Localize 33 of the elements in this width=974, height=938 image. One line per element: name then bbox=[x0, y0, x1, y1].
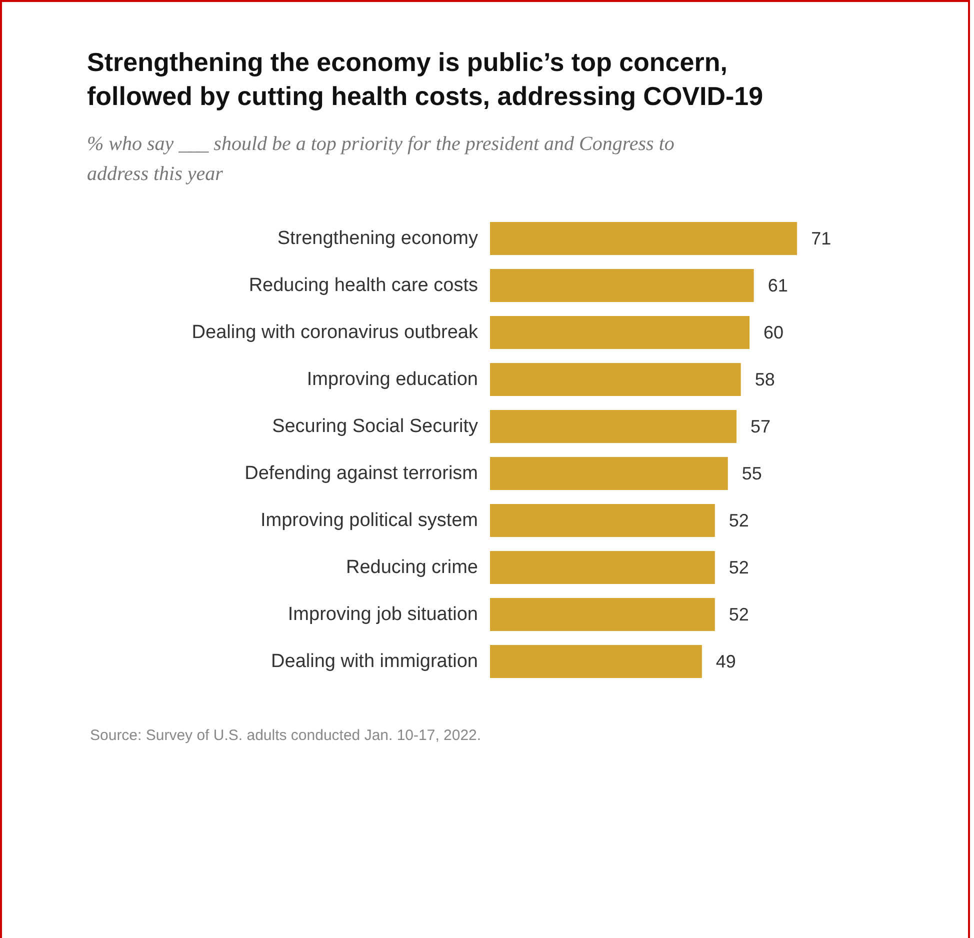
data-label: 61 bbox=[768, 276, 788, 296]
y-tick-label: Dealing with coronavirus outbreak bbox=[192, 322, 478, 343]
y-tick-label: Reducing crime bbox=[346, 557, 478, 578]
y-tick-label: Improving job situation bbox=[288, 604, 478, 625]
data-label: 52 bbox=[728, 510, 749, 530]
bar bbox=[490, 363, 741, 396]
data-label: 57 bbox=[750, 416, 771, 436]
data-label: 52 bbox=[728, 558, 749, 578]
bar bbox=[490, 316, 750, 349]
bar bbox=[490, 504, 715, 537]
bar bbox=[490, 222, 798, 255]
chart-title: Strengthening the economy is public’s top concern, followed by cutting health costs, addressing COVID-19 bbox=[87, 47, 764, 111]
data-label: 71 bbox=[811, 228, 832, 248]
bar bbox=[490, 598, 715, 631]
y-tick-label: Dealing with immigration bbox=[271, 651, 478, 672]
data-label: 49 bbox=[716, 652, 736, 672]
y-tick-label: Defending against terrorism bbox=[244, 463, 478, 484]
y-tick-label: Improving political system bbox=[260, 510, 478, 531]
data-label: 55 bbox=[742, 464, 762, 484]
data-label: 58 bbox=[754, 370, 775, 390]
y-tick-label: Improving education bbox=[306, 369, 478, 390]
bar bbox=[490, 645, 702, 678]
data-label: 52 bbox=[728, 604, 749, 624]
y-tick-label: Strengthening economy bbox=[277, 228, 478, 249]
data-label: 60 bbox=[764, 322, 784, 342]
source-note: Source: Survey of U.S. adults conducted Jan. 10-17, 2022. bbox=[90, 727, 482, 744]
y-tick-label: Reducing health care costs bbox=[248, 275, 478, 296]
bar bbox=[490, 410, 737, 443]
bar bbox=[490, 269, 754, 302]
bar bbox=[490, 457, 728, 490]
chart-subtitle: % who say ___ should be a top priority for the president and Congress to address this year bbox=[87, 133, 674, 185]
bar bbox=[490, 551, 715, 584]
y-tick-label: Securing Social Security bbox=[272, 416, 478, 437]
